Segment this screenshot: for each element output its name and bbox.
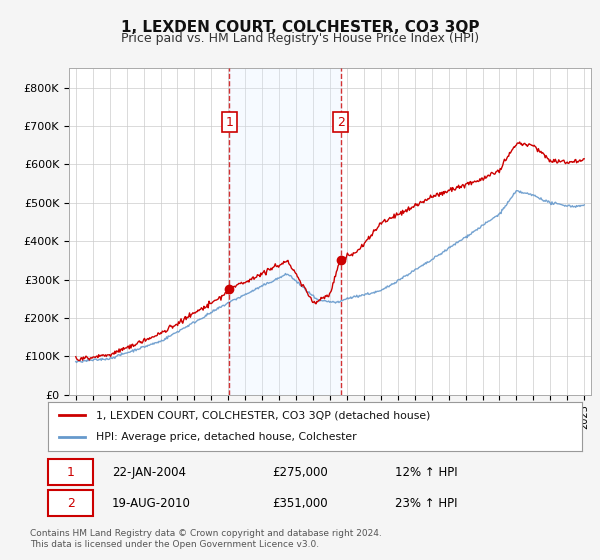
Text: 1, LEXDEN COURT, COLCHESTER, CO3 3QP (detached house): 1, LEXDEN COURT, COLCHESTER, CO3 3QP (de… (96, 410, 430, 421)
Text: £275,000: £275,000 (272, 465, 328, 478)
Text: 12% ↑ HPI: 12% ↑ HPI (395, 465, 458, 478)
Text: 2: 2 (337, 115, 344, 129)
FancyBboxPatch shape (48, 490, 94, 516)
Text: £351,000: £351,000 (272, 497, 328, 510)
Text: 1: 1 (226, 115, 233, 129)
Text: HPI: Average price, detached house, Colchester: HPI: Average price, detached house, Colc… (96, 432, 356, 442)
FancyBboxPatch shape (48, 459, 94, 485)
Text: Contains HM Land Registry data © Crown copyright and database right 2024.
This d: Contains HM Land Registry data © Crown c… (30, 529, 382, 549)
Text: 1: 1 (67, 465, 74, 478)
Text: 1, LEXDEN COURT, COLCHESTER, CO3 3QP: 1, LEXDEN COURT, COLCHESTER, CO3 3QP (121, 20, 479, 35)
Bar (229, 68, 341, 395)
Text: 19-AUG-2010: 19-AUG-2010 (112, 497, 191, 510)
Text: 22-JAN-2004: 22-JAN-2004 (112, 465, 186, 478)
Text: 23% ↑ HPI: 23% ↑ HPI (395, 497, 458, 510)
Text: Price paid vs. HM Land Registry's House Price Index (HPI): Price paid vs. HM Land Registry's House … (121, 32, 479, 45)
Text: 2: 2 (67, 497, 74, 510)
